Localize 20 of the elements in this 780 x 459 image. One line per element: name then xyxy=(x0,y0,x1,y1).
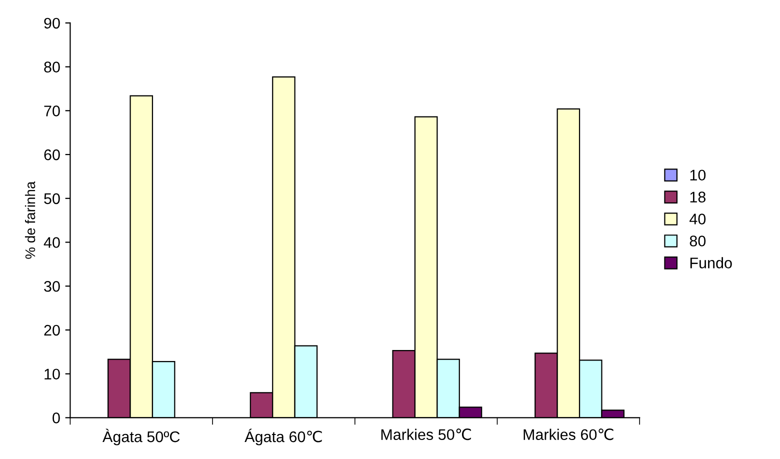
y-tick-label: 70 xyxy=(44,106,60,116)
y-tick-label: 90 xyxy=(44,18,60,29)
legend-label: Fundo xyxy=(690,257,732,268)
legend-label: 80 xyxy=(690,236,706,246)
y-axis-title: % de farinha xyxy=(24,181,36,259)
x-tick-label: Ágata 60℃ xyxy=(244,428,322,446)
y-tick-label: 0 xyxy=(52,412,60,424)
y-tick-label: 20 xyxy=(44,324,60,336)
x-tick-label: Markies 60℃ xyxy=(524,428,614,440)
x-tick-label: Àgata 50ºC xyxy=(102,428,180,446)
y-tick-label: 30 xyxy=(44,280,60,292)
legend-label: 18 xyxy=(690,192,706,202)
y-tick-label: 40 xyxy=(44,237,60,248)
y-tick-label: 10 xyxy=(44,368,60,380)
y-tick-label: 60 xyxy=(44,149,60,160)
y-tick-label: 50 xyxy=(44,193,60,204)
y-tick-label: 80 xyxy=(44,62,60,72)
legend-label: 40 xyxy=(690,214,706,224)
x-tick-label: Markies 50℃ xyxy=(381,428,471,440)
legend-label: 10 xyxy=(690,170,706,181)
